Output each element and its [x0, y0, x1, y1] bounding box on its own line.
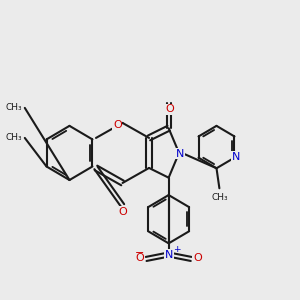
Text: CH₃: CH₃ — [5, 103, 22, 112]
Text: CH₃: CH₃ — [5, 133, 22, 142]
Text: +: + — [173, 245, 181, 254]
Text: O: O — [113, 120, 122, 130]
Text: O: O — [119, 207, 128, 217]
Text: O: O — [135, 253, 144, 263]
Text: N: N — [231, 152, 240, 162]
Text: O: O — [193, 253, 202, 263]
Text: −: − — [135, 248, 145, 258]
Text: O: O — [165, 104, 174, 114]
Text: N: N — [164, 250, 173, 260]
Text: CH₃: CH₃ — [211, 193, 228, 202]
Text: N: N — [176, 148, 184, 158]
